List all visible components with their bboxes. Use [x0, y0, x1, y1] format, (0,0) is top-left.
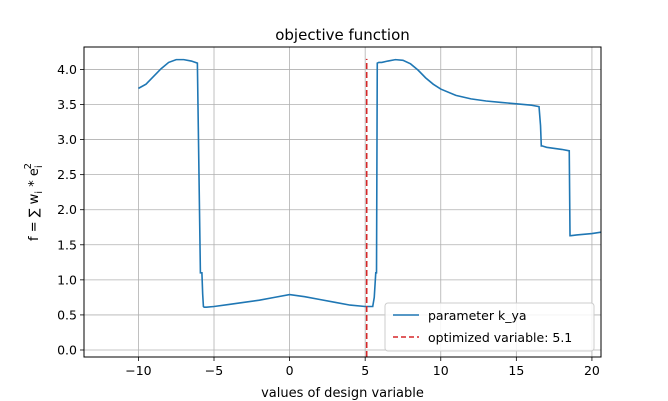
- series-line-k-ya: [138, 58, 601, 309]
- x-tick-label: 0: [286, 363, 294, 378]
- series-layer: [138, 58, 601, 357]
- y-tick-label: 1.5: [57, 237, 77, 252]
- y-axis-label: f = ∑ wi * ei2: [23, 163, 45, 241]
- legend-label-k-ya: parameter k_ya: [428, 308, 527, 323]
- y-tick-label: 0.5: [57, 307, 77, 322]
- y-tick-label: 3.0: [57, 132, 77, 147]
- x-tick-label: 15: [508, 363, 524, 378]
- x-tick-label: 10: [433, 363, 449, 378]
- chart-title: objective function: [275, 26, 410, 44]
- y-tick-label: 2.5: [57, 167, 77, 182]
- y-tick-label: 1.0: [57, 272, 77, 287]
- x-tick-label: 20: [584, 363, 600, 378]
- x-tick-label: −10: [125, 363, 151, 378]
- legend: parameter k_ya optimized variable: 5.1: [384, 302, 595, 352]
- y-tick-label: 4.0: [57, 62, 77, 77]
- legend-box: [384, 302, 595, 352]
- plot-frame: [83, 46, 602, 358]
- x-tick-label: −5: [205, 363, 223, 378]
- x-tick-label: 5: [361, 363, 369, 378]
- legend-label-optimized: optimized variable: 5.1: [428, 330, 572, 345]
- ticks: −10 −5 0 5 10 15 20 0.0 0.5 1.0 1.5 2.0 2.5 3.0 3.5 4.0: [57, 62, 600, 378]
- x-axis-label: values of design variable: [261, 386, 424, 401]
- y-tick-label: 0.0: [57, 342, 77, 357]
- y-tick-label: 3.5: [57, 97, 77, 112]
- y-tick-label: 2.0: [57, 202, 77, 217]
